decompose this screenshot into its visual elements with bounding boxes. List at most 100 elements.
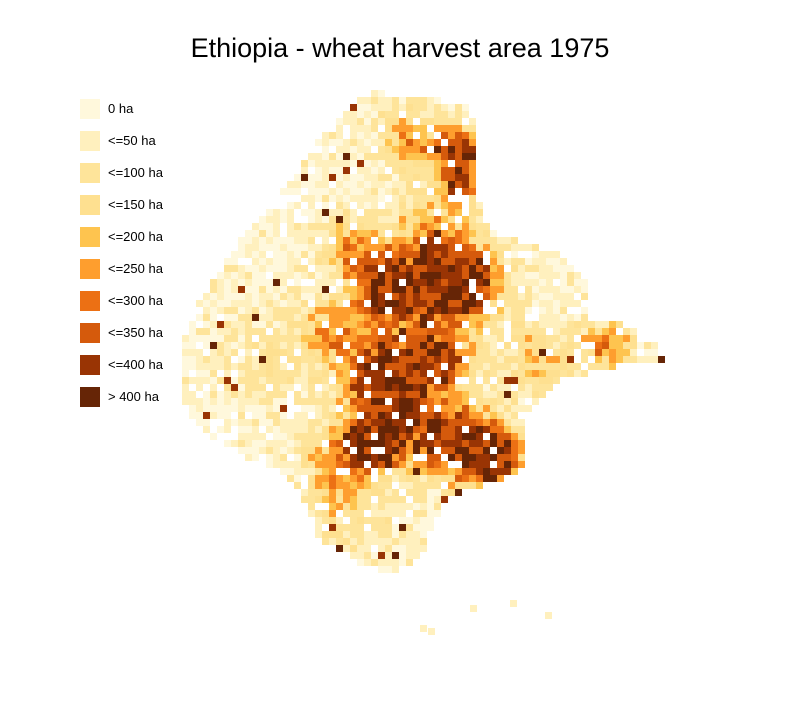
map-cell xyxy=(259,230,266,237)
map-cell xyxy=(350,503,357,510)
map-cell xyxy=(413,496,420,503)
map-cell xyxy=(252,300,259,307)
map-cell xyxy=(441,321,448,328)
map-cell xyxy=(329,160,336,167)
map-cell xyxy=(413,230,420,237)
map-cell xyxy=(364,552,371,559)
map-cell xyxy=(259,335,266,342)
map-cell xyxy=(560,258,567,265)
map-cell xyxy=(427,139,434,146)
map-cell xyxy=(266,223,273,230)
map-cell xyxy=(392,146,399,153)
map-cell xyxy=(385,531,392,538)
map-cell xyxy=(441,461,448,468)
map-cell xyxy=(252,237,259,244)
map-cell xyxy=(427,489,434,496)
map-cell xyxy=(434,251,441,258)
map-cell xyxy=(238,265,245,272)
map-cell xyxy=(294,468,301,475)
map-cell xyxy=(413,223,420,230)
map-cell xyxy=(371,216,378,223)
map-cell xyxy=(441,230,448,237)
map-cell xyxy=(441,153,448,160)
map-cell xyxy=(378,538,385,545)
map-cell xyxy=(448,307,455,314)
map-cell xyxy=(497,398,504,405)
map-cell xyxy=(609,328,616,335)
map-cell xyxy=(420,230,427,237)
map-cell xyxy=(350,384,357,391)
map-cell xyxy=(469,160,476,167)
map-cell xyxy=(525,342,532,349)
map-cell xyxy=(378,321,385,328)
map-cell xyxy=(392,454,399,461)
map-cell xyxy=(336,125,343,132)
map-cell xyxy=(406,349,413,356)
map-cell xyxy=(196,370,203,377)
map-cell xyxy=(539,321,546,328)
map-cell xyxy=(308,195,315,202)
map-cell xyxy=(238,244,245,251)
map-cell xyxy=(630,349,637,356)
map-cell xyxy=(287,461,294,468)
map-cell xyxy=(511,265,518,272)
map-cell xyxy=(413,97,420,104)
legend-swatch xyxy=(80,99,100,119)
map-cell xyxy=(343,419,350,426)
map-cell xyxy=(518,363,525,370)
map-cell xyxy=(504,384,511,391)
map-cell xyxy=(413,167,420,174)
map-cell xyxy=(385,496,392,503)
map-cell xyxy=(567,314,574,321)
map-cell xyxy=(455,447,462,454)
map-cell xyxy=(259,216,266,223)
map-cell xyxy=(511,370,518,377)
map-cell xyxy=(392,160,399,167)
map-cell xyxy=(392,244,399,251)
map-cell xyxy=(252,377,259,384)
map-cell xyxy=(476,237,483,244)
map-cell xyxy=(329,139,336,146)
map-cell xyxy=(392,398,399,405)
map-cell xyxy=(315,412,322,419)
map-cell xyxy=(266,307,273,314)
map-cell xyxy=(518,300,525,307)
map-cell xyxy=(455,286,462,293)
map-cell xyxy=(525,384,532,391)
map-cell xyxy=(420,195,427,202)
map-cell xyxy=(406,370,413,377)
map-cell xyxy=(357,279,364,286)
map-cell xyxy=(455,237,462,244)
map-cell xyxy=(329,405,336,412)
map-cell xyxy=(322,258,329,265)
map-cell xyxy=(406,328,413,335)
map-cell xyxy=(280,272,287,279)
map-cell xyxy=(385,510,392,517)
map-cell xyxy=(315,216,322,223)
map-cell xyxy=(455,363,462,370)
map-cell xyxy=(434,398,441,405)
map-cell xyxy=(371,461,378,468)
map-cell xyxy=(455,370,462,377)
map-cell xyxy=(406,265,413,272)
map-cell xyxy=(322,517,329,524)
map-cell xyxy=(350,377,357,384)
map-cell xyxy=(357,174,364,181)
map-cell xyxy=(518,440,525,447)
map-cell xyxy=(329,496,336,503)
map-cell xyxy=(518,244,525,251)
map-cell xyxy=(553,293,560,300)
map-cell xyxy=(511,335,518,342)
map-cell xyxy=(434,293,441,300)
map-cell xyxy=(441,237,448,244)
map-cell xyxy=(413,356,420,363)
map-cell xyxy=(371,104,378,111)
map-cell xyxy=(245,454,252,461)
map-cell xyxy=(441,118,448,125)
map-cell xyxy=(490,433,497,440)
map-cell xyxy=(434,363,441,370)
map-cell xyxy=(385,545,392,552)
map-cell xyxy=(357,146,364,153)
map-cell xyxy=(497,370,504,377)
map-cell xyxy=(252,419,259,426)
